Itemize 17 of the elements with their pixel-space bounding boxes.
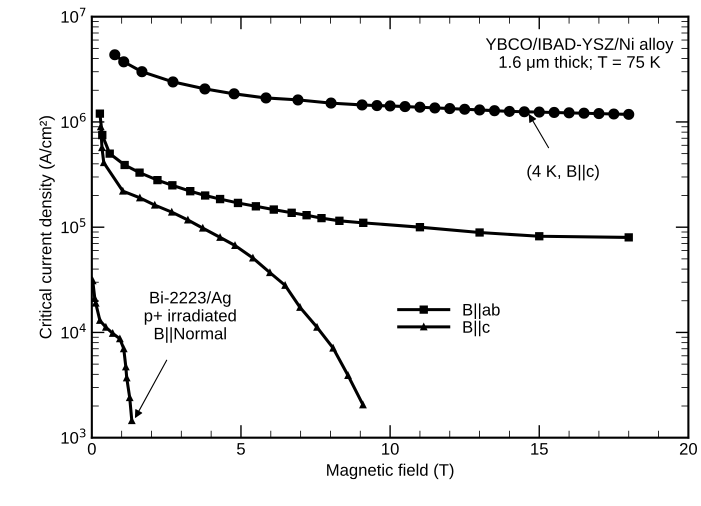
y-tick-label: 10$^{6}$ — [62, 112, 86, 128]
y-tick-label: 10$^{7}$ — [62, 8, 86, 23]
y-tick-label: 10$^{3}$ — [62, 428, 86, 444]
legend-label: B||ab — [463, 303, 500, 319]
annotation: (4 K, B||c) — [527, 164, 599, 180]
x-tick-label: 10 — [382, 442, 399, 455]
legend-label: B||c — [463, 320, 490, 336]
y-tick-label: 10$^{5}$ — [62, 218, 86, 234]
x-tick-label: 15 — [531, 443, 548, 455]
y-tick-label: 10$^{4}$ — [62, 323, 86, 339]
annotation: YBCO/IBAD-YSZ/Ni alloy 1.6 μm thick; T = 75 K — [486, 38, 674, 71]
x-axis-title: Magnetic field (T) — [327, 464, 454, 480]
x-tick-label: 20 — [680, 442, 697, 455]
x-tick-label: 0 — [88, 442, 96, 455]
annotation: Bi-2223/Ag p+ irradiated B||Normal — [144, 291, 236, 343]
y-axis-title: Critical current density (A/cm²) — [39, 116, 55, 338]
x-tick-label: 5 — [237, 443, 245, 455]
